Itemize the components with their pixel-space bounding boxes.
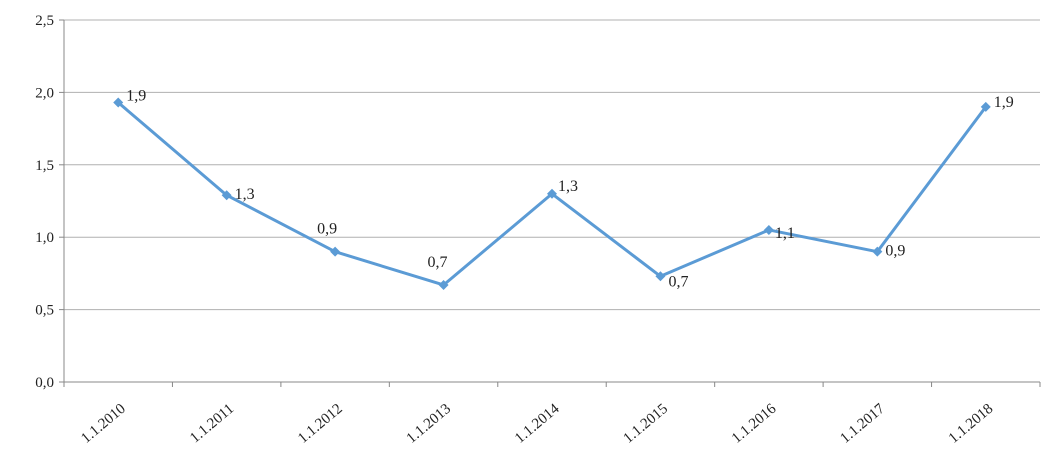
x-tick-label: 1.1.2012 xyxy=(295,401,346,447)
y-tick-label: 1,0 xyxy=(35,230,54,246)
x-tick-label: 1.1.2015 xyxy=(621,401,672,447)
data-label: 0,7 xyxy=(668,273,688,290)
data-point xyxy=(547,188,557,199)
y-tick-label: 0,0 xyxy=(35,375,54,391)
y-tick-label: 0,5 xyxy=(35,303,54,319)
data-labels: 1,9 1,3 0,9 0,7 1,3 0,7 1,1 0,9 1,9 xyxy=(126,88,1014,291)
x-tick-label: 1.1.2013 xyxy=(404,401,455,447)
data-label: 0,7 xyxy=(428,254,448,271)
x-tick-label: 1.1.2010 xyxy=(78,401,129,447)
data-point xyxy=(980,101,991,112)
data-point xyxy=(655,271,666,282)
x-tick-label: 1.1.2016 xyxy=(729,400,780,446)
data-point xyxy=(763,224,774,235)
data-label: 1,9 xyxy=(126,88,146,105)
gridlines xyxy=(64,19,1040,311)
data-points xyxy=(113,97,991,290)
data-point xyxy=(330,246,341,257)
data-point xyxy=(438,279,449,290)
x-tick-label: 1.1.2011 xyxy=(187,401,237,447)
data-point xyxy=(113,97,124,108)
data-label: 1,1 xyxy=(775,225,795,242)
y-tick-label: 2,0 xyxy=(35,85,54,101)
x-tick-label: 1.1.2017 xyxy=(837,400,888,446)
axes xyxy=(59,19,1041,387)
data-point xyxy=(872,246,883,257)
data-label: 1,9 xyxy=(994,94,1014,111)
data-label: 1,3 xyxy=(558,178,578,195)
y-axis-tick-labels: 0,0 0,5 1,0 1,5 2,0 2,5 xyxy=(35,13,54,391)
data-label: 0,9 xyxy=(885,243,905,260)
y-tick-label: 1,5 xyxy=(35,158,54,174)
x-axis-tick-labels: 1.1.2010 1.1.2011 1.1.2012 1.1.2013 1.1.2014… xyxy=(78,400,996,446)
data-point xyxy=(221,190,232,201)
data-label: 0,9 xyxy=(317,221,337,238)
data-label: 1,3 xyxy=(235,186,255,203)
y-tick-label: 2,5 xyxy=(35,13,54,29)
x-tick-label: 1.1.2014 xyxy=(512,400,563,446)
x-tick-label: 1.1.2018 xyxy=(946,401,997,447)
